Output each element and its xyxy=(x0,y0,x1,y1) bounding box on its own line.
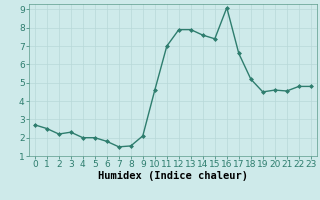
X-axis label: Humidex (Indice chaleur): Humidex (Indice chaleur) xyxy=(98,171,248,181)
